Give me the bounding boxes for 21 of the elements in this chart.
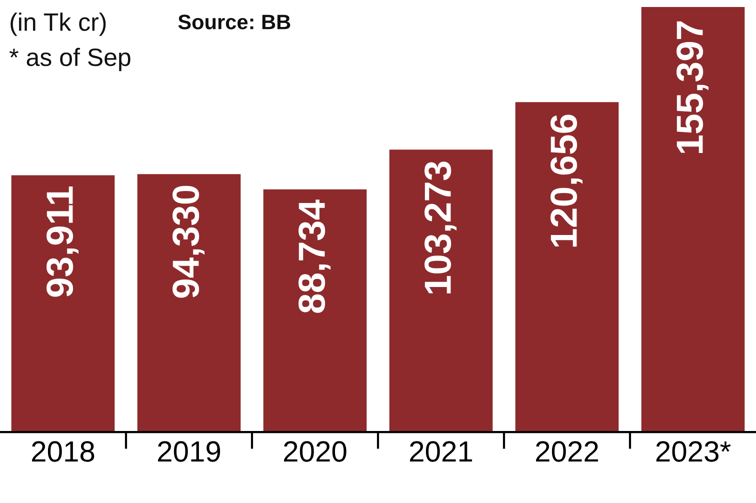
x-tick-label: 2021: [410, 441, 472, 462]
bar: [137, 174, 241, 432]
x-tick-label: 2020: [284, 441, 346, 462]
data-label: 94,330: [172, 186, 205, 298]
bar: [389, 150, 493, 432]
bar: [11, 175, 115, 432]
annotation: (in Tk cr): [10, 12, 106, 36]
x-tick-label: 2023*: [656, 441, 731, 462]
bar: [641, 7, 745, 432]
data-label: 155,397: [676, 21, 709, 153]
data-label: 88,734: [298, 200, 331, 313]
annotation: * as of Sep: [9, 48, 130, 72]
data-label: 120,656: [550, 114, 583, 247]
data-label: 93,911: [46, 186, 79, 297]
data-label: 103,273: [424, 162, 457, 294]
bar: [263, 189, 367, 432]
x-tick-label: 2018: [32, 441, 94, 462]
annotation: Source: BB: [178, 14, 290, 30]
bar: [515, 102, 619, 432]
x-tick-label: 2019: [158, 441, 220, 462]
x-tick-label: 2022: [536, 441, 598, 462]
